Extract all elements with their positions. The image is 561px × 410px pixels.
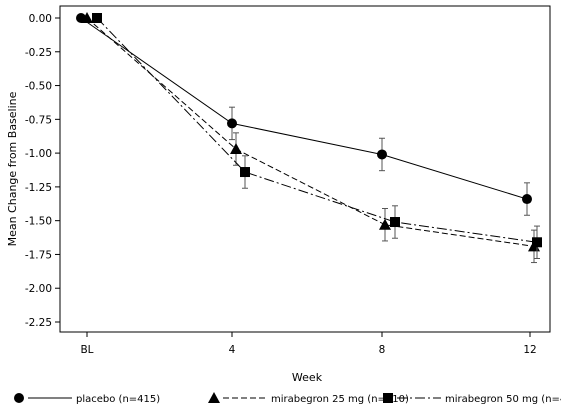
- x-tick-label: 8: [379, 344, 386, 356]
- marker-triangle: [379, 218, 391, 230]
- legend-item-2: mirabegron 25 mg (n=410): [208, 392, 409, 405]
- legend-label: mirabegron 25 mg (n=410): [271, 394, 409, 405]
- marker-circle: [522, 194, 532, 205]
- y-tick-label: -1.00: [25, 148, 52, 160]
- legend: placebo (n=415) mirabegron 25 mg (n=410) m…: [14, 392, 561, 405]
- y-tick-label: -2.00: [25, 283, 52, 295]
- plot-frame: [59, 5, 551, 333]
- marker-circle: [14, 393, 24, 403]
- marker-triangle: [81, 12, 93, 23]
- series-1: [76, 13, 532, 216]
- marker-triangle: [230, 143, 242, 155]
- y-tick-label: -1.50: [25, 216, 52, 228]
- series-line: [86, 17, 535, 247]
- marker-circle: [227, 118, 237, 129]
- marker-square: [390, 217, 400, 228]
- legend-label: mirabegron 50 mg (n=426): [445, 394, 561, 405]
- x-axis-label: Week: [292, 371, 323, 384]
- marker-square: [92, 13, 102, 23]
- legend-item-3: mirabegron 50 mg (n=426): [383, 393, 561, 405]
- y-tick-label: -0.50: [25, 81, 52, 93]
- x-tick-label: BL: [80, 344, 93, 356]
- marker-square: [383, 393, 393, 403]
- y-tick-label: -2.25: [25, 317, 52, 329]
- y-tick-label: 0.00: [29, 13, 52, 25]
- marker-circle: [377, 149, 387, 160]
- series-2: [81, 12, 540, 264]
- x-tick-label: 12: [523, 344, 536, 356]
- legend-label: placebo (n=415): [76, 394, 160, 405]
- marker-square: [240, 167, 250, 178]
- marker-square: [532, 237, 542, 248]
- series-layer: [76, 12, 542, 264]
- legend-item-1: placebo (n=415): [14, 393, 160, 405]
- marker-triangle: [208, 392, 220, 403]
- y-axis-label: Mean Change from Baseline: [6, 91, 19, 246]
- x-axis: BL 4 8 12: [80, 332, 537, 356]
- series-line: [80, 17, 528, 200]
- y-tick-label: -0.75: [25, 114, 52, 126]
- x-tick-label: 4: [229, 344, 236, 356]
- y-tick-label: -1.25: [25, 182, 52, 194]
- y-tick-label: -1.75: [25, 249, 52, 261]
- series-3: [92, 13, 542, 259]
- y-tick-label: -0.25: [25, 47, 52, 59]
- y-axis: 0.00 -0.25 -0.50 -0.75 -1.00 -1.25 -1.50 -1.75 -…: [25, 13, 60, 329]
- series-line: [96, 17, 538, 243]
